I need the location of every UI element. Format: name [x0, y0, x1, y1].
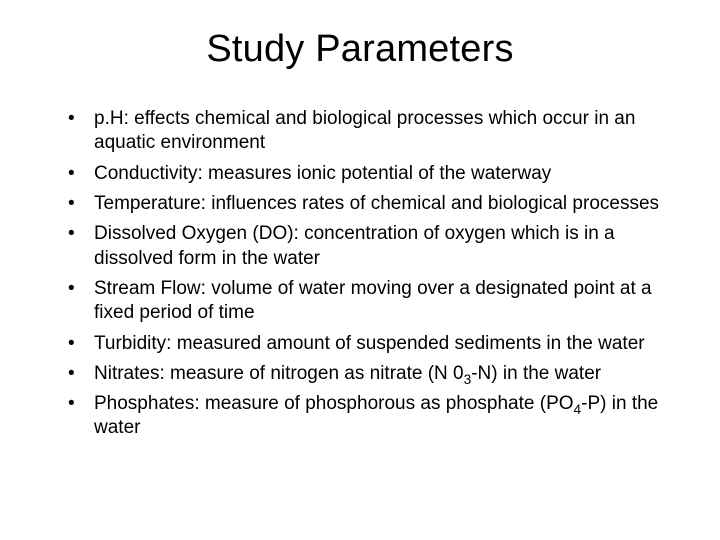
list-item-text: Stream Flow: volume of water moving over… [94, 278, 652, 323]
slide-title: Study Parameters [40, 28, 680, 71]
list-item: Stream Flow: volume of water moving over… [68, 277, 670, 326]
list-item-text-pre: Phosphates: measure of phosphorous as ph… [94, 393, 574, 414]
bullet-list: p.H: effects chemical and biological pro… [40, 107, 680, 441]
list-item-text: p.H: effects chemical and biological pro… [94, 108, 635, 153]
list-item: Turbidity: measured amount of suspended … [68, 332, 670, 356]
list-item-text: Dissolved Oxygen (DO): concentration of … [94, 223, 615, 268]
list-item: Dissolved Oxygen (DO): concentration of … [68, 222, 670, 271]
list-item-text: Turbidity: measured amount of suspended … [94, 333, 645, 354]
list-item-text-post: -N) in the water [471, 363, 601, 384]
list-item: p.H: effects chemical and biological pro… [68, 107, 670, 156]
list-item: Conductivity: measures ionic potential o… [68, 162, 670, 186]
slide: Study Parameters p.H: effects chemical a… [0, 0, 720, 540]
list-item-text: Conductivity: measures ionic potential o… [94, 163, 551, 184]
list-item: Nitrates: measure of nitrogen as nitrate… [68, 362, 670, 386]
list-item: Temperature: influences rates of chemica… [68, 192, 670, 216]
list-item-subscript: 4 [574, 402, 582, 417]
list-item: Phosphates: measure of phosphorous as ph… [68, 392, 670, 441]
list-item-text: Temperature: influences rates of chemica… [94, 193, 659, 214]
list-item-text-pre: Nitrates: measure of nitrogen as nitrate… [94, 363, 464, 384]
